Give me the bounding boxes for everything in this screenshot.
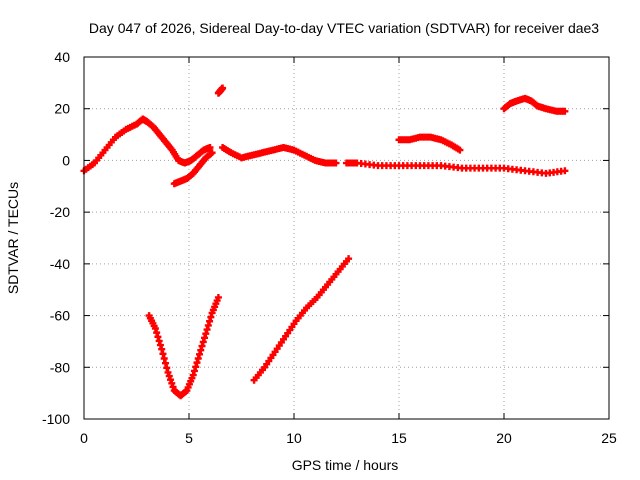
x-tick-label: 15 xyxy=(391,430,407,446)
data-point xyxy=(214,293,222,301)
series-arc-rise xyxy=(250,255,353,384)
data-point xyxy=(193,359,201,367)
y-tick-label: 0 xyxy=(62,152,70,168)
data-point xyxy=(164,368,172,376)
data-point xyxy=(189,371,197,379)
data-point xyxy=(165,372,173,380)
data-point xyxy=(203,326,211,334)
axis-ticks: 0 5 10 15 20 25 -100 -80 -60 -40 -20 0 20 40 xyxy=(42,49,617,446)
data-point xyxy=(204,321,212,329)
data-point xyxy=(197,346,205,354)
y-tick-label: 40 xyxy=(54,49,70,65)
series-arc-v-dip xyxy=(145,293,222,400)
data-point xyxy=(561,107,569,115)
data-point xyxy=(456,146,464,154)
data-point xyxy=(154,333,162,341)
series-arc-hump-16 xyxy=(395,133,464,154)
data-point xyxy=(163,364,171,372)
data-point xyxy=(159,350,167,358)
data-point xyxy=(161,359,169,367)
series-arc-mid xyxy=(219,144,340,167)
data-point xyxy=(208,149,216,157)
series-arc-spike xyxy=(214,84,227,97)
data-point xyxy=(168,379,176,387)
series-arc-low-branch xyxy=(170,149,216,188)
data-point xyxy=(158,345,166,353)
x-tick-label: 20 xyxy=(496,430,512,446)
data-point xyxy=(561,167,569,175)
data-point xyxy=(190,367,198,375)
data-point xyxy=(155,337,163,345)
data-point xyxy=(160,354,168,362)
data-point xyxy=(153,329,161,337)
series-arc-late xyxy=(500,94,569,115)
y-tick-label: -100 xyxy=(42,411,70,427)
data-point xyxy=(219,84,227,92)
data-point xyxy=(169,383,177,391)
chart-title: Day 047 of 2026, Sidereal Day-to-day VTE… xyxy=(89,20,599,36)
data-point xyxy=(206,144,214,151)
y-tick-label: -20 xyxy=(50,204,70,220)
y-tick-label: -80 xyxy=(50,359,70,375)
grid-lines xyxy=(84,57,609,419)
plot-frame xyxy=(83,56,610,420)
y-tick-label: -40 xyxy=(50,256,70,272)
y-axis-label: SDTVAR / TECUs xyxy=(5,182,21,294)
x-tick-label: 10 xyxy=(286,430,302,446)
data-point xyxy=(151,325,159,332)
data-point xyxy=(202,330,210,338)
data-point xyxy=(194,354,202,362)
data-point xyxy=(156,341,164,349)
data-point xyxy=(167,376,175,384)
x-tick-label: 0 xyxy=(80,430,88,446)
data-point xyxy=(201,334,209,342)
data-point xyxy=(206,317,214,325)
data-point xyxy=(345,255,353,263)
x-tick-label: 5 xyxy=(185,430,193,446)
data-point xyxy=(192,363,200,371)
data-point xyxy=(332,159,340,167)
data-series xyxy=(80,84,569,400)
series-arc-main-early xyxy=(80,115,214,175)
data-point xyxy=(198,342,206,350)
data-point xyxy=(207,313,215,321)
x-tick-label: 25 xyxy=(601,430,617,446)
series-arc-flat xyxy=(343,159,569,177)
y-tick-label: 20 xyxy=(54,101,70,117)
y-tick-label: -60 xyxy=(50,308,70,324)
data-point xyxy=(199,338,207,346)
data-point xyxy=(196,350,203,358)
x-axis-label: GPS time / hours xyxy=(292,457,399,473)
